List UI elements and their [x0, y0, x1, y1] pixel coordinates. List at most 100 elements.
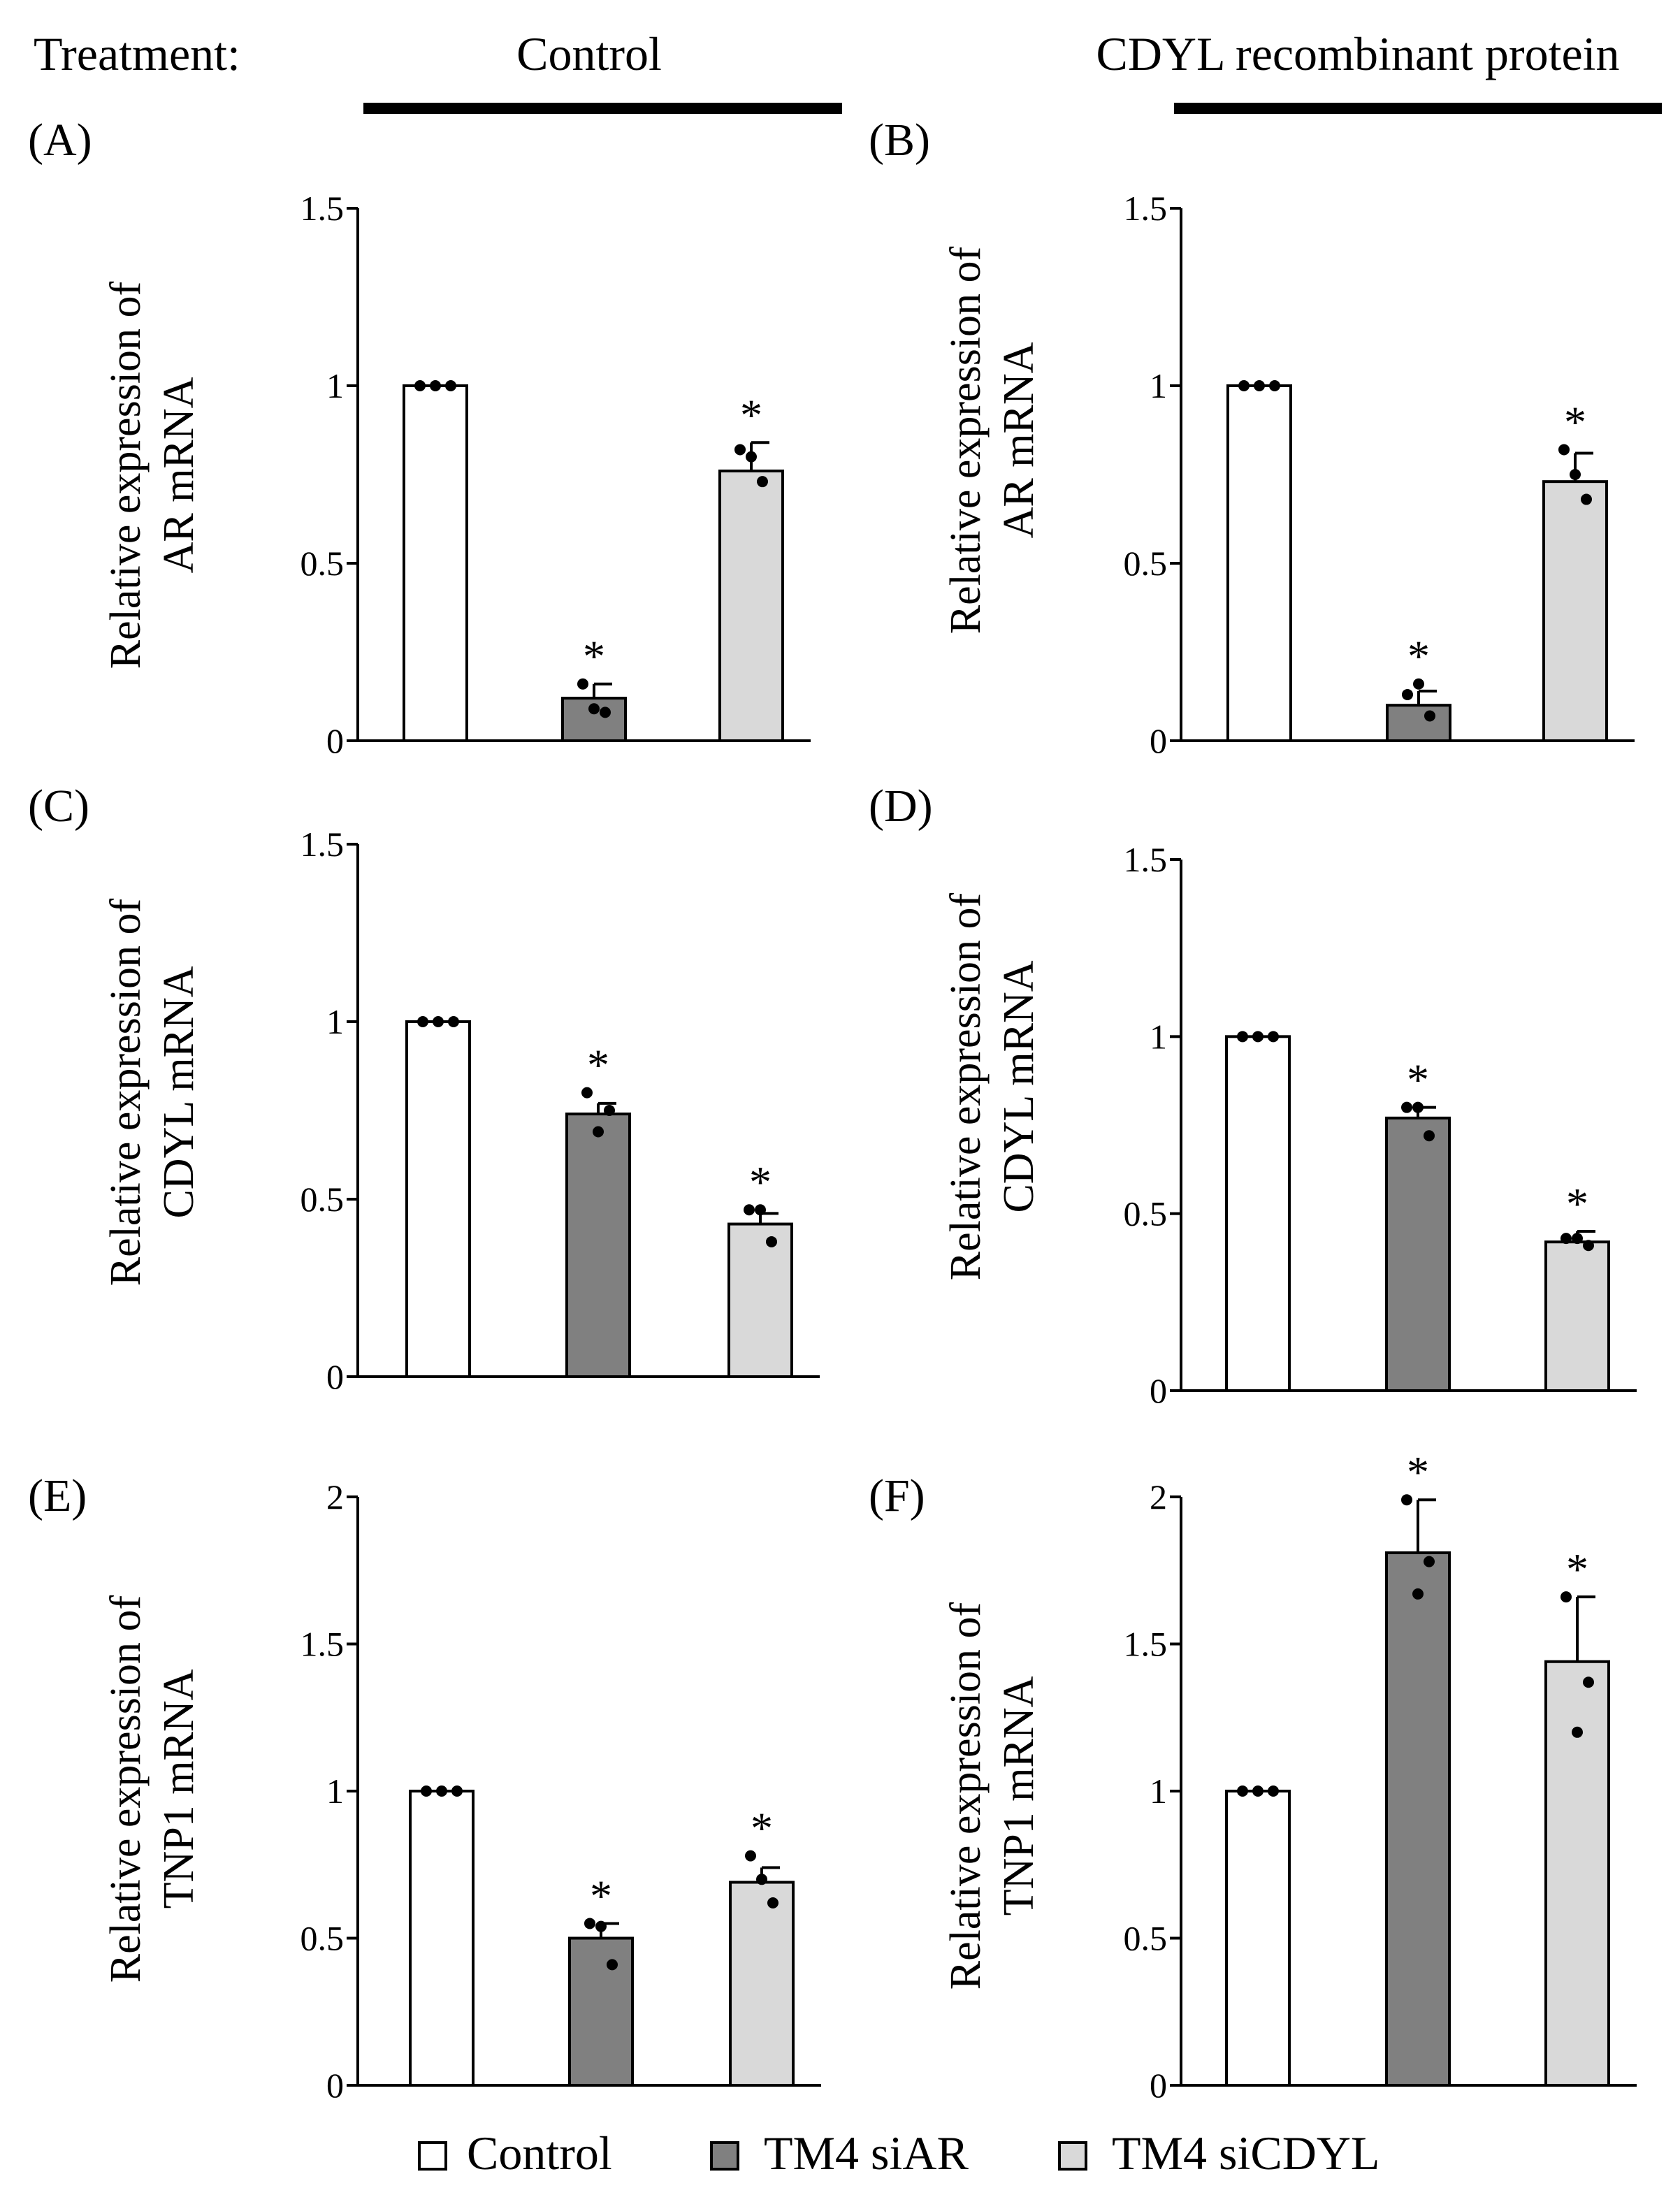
y-axis-label-line2: AR mRNA	[995, 342, 1043, 538]
data-point-control	[417, 1016, 428, 1027]
data-point-siar	[1401, 1494, 1412, 1506]
data-point-sicdyl	[756, 1874, 767, 1885]
y-axis-label-line2: CDYL mRNA	[155, 966, 203, 1218]
y-axis-label: Relative expression of AR mRNA	[102, 281, 203, 669]
y-tick-label: 0.5	[1124, 1919, 1168, 1958]
legend-swatch-control	[418, 2141, 447, 2171]
bar-control	[409, 1790, 475, 2087]
bar-siar	[1385, 1116, 1451, 1393]
y-axis-label: Relative expression of CDYL mRNA	[102, 898, 203, 1286]
panel-letter: (D)	[869, 781, 933, 832]
data-point-siar	[588, 703, 600, 715]
legend-swatch-sicdyl	[1058, 2141, 1087, 2171]
data-point-siar	[600, 707, 611, 718]
y-axis-label: Relative expression of AR mRNA	[942, 246, 1043, 634]
y-axis-label: Relative expression of CDYL mRNA	[942, 892, 1043, 1280]
bar-control	[1225, 1035, 1291, 1393]
data-point-siar	[1424, 710, 1435, 722]
data-point-siar	[1412, 1588, 1424, 1600]
data-point-siar	[581, 1087, 593, 1099]
data-point-control	[445, 380, 456, 391]
y-tick-label: 1.5	[300, 1625, 345, 1664]
panel-e: (E) Relative expression of TNP1 mRNA 0 0.5 1 1…	[28, 1470, 821, 2105]
y-tick-label: 2	[1150, 1477, 1167, 1516]
legend: Control TM4 siAR TM4 siCDYL	[418, 2127, 1380, 2180]
y-tick-label: 1.5	[1124, 189, 1168, 228]
significance-star-sicdyl: *	[740, 390, 762, 440]
y-tick-label: 0	[326, 721, 344, 760]
legend-label-siar: TM4 siAR	[764, 2127, 969, 2180]
y-tick-label: 0	[1150, 2066, 1167, 2105]
data-point-sicdyl	[1560, 1591, 1572, 1603]
y-tick-label: 0.5	[300, 544, 345, 583]
y-axis-label-line2: AR mRNA	[155, 377, 203, 573]
bar-sicdyl	[1544, 1240, 1610, 1392]
panel-a: (A) Relative expression of AR mRNA 0 0.5 1 1.5…	[28, 115, 811, 760]
data-point-sicdyl	[1570, 469, 1581, 480]
bar-siar	[1385, 1551, 1451, 2087]
data-point-sicdyl	[766, 1236, 777, 1247]
bar-sicdyl	[729, 1881, 795, 2087]
data-point-control	[421, 1785, 432, 1797]
bar-sicdyl	[1542, 480, 1608, 742]
bar-control	[403, 384, 468, 742]
data-point-sicdyl	[1572, 1233, 1583, 1245]
y-axis-label-line2: CDYL mRNA	[995, 960, 1043, 1212]
data-point-siar	[593, 1126, 604, 1138]
significance-star-siar: *	[1407, 1447, 1429, 1497]
y-axis-label-line2: TNP1 mRNA	[995, 1676, 1043, 1915]
data-point-sicdyl	[1583, 1676, 1594, 1688]
panel-d: (D) Relative expression of CDYL mRNA 0 0.5 1 1…	[869, 781, 1637, 1410]
data-point-sicdyl	[1572, 1726, 1583, 1738]
y-tick-label: 0	[326, 1357, 344, 1396]
bar-siar	[568, 1936, 634, 2087]
bar-sicdyl	[718, 469, 784, 742]
y-axis-label-line1: Relative expression of	[102, 898, 150, 1286]
panel-letter: (B)	[869, 115, 930, 166]
y-tick-label: 1.5	[1124, 1625, 1168, 1664]
significance-star-siar: *	[1407, 1055, 1429, 1105]
data-point-control	[451, 1785, 463, 1797]
y-tick-label: 0	[1150, 1371, 1167, 1410]
data-point-sicdyl	[746, 451, 757, 463]
y-tick-label: 0	[1150, 721, 1167, 760]
bar-siar	[565, 1113, 631, 1378]
y-tick-label: 2	[326, 1477, 344, 1516]
treatment-label: Treatment:	[34, 27, 240, 80]
panel-letter: (E)	[28, 1470, 87, 1521]
data-point-control	[1237, 1785, 1248, 1797]
data-point-siar	[604, 1105, 615, 1116]
data-point-control	[1237, 1031, 1248, 1043]
y-tick-label: 0.5	[1124, 1194, 1168, 1233]
data-point-siar	[1424, 1556, 1435, 1567]
legend-swatch-siar	[710, 2141, 739, 2171]
y-axis-label: Relative expression of TNP1 mRNA	[102, 1595, 203, 1983]
bar-control	[1225, 1790, 1291, 2087]
data-point-control	[1254, 380, 1265, 391]
data-point-siar	[577, 678, 588, 690]
data-point-control	[414, 380, 426, 391]
data-point-siar	[607, 1959, 618, 1971]
y-tick-label: 1	[326, 366, 344, 405]
data-point-control	[430, 380, 441, 391]
y-axis-label-line1: Relative expression of	[942, 1602, 990, 1990]
legend-label-sicdyl: TM4 siCDYL	[1112, 2127, 1380, 2180]
significance-star-sicdyl: *	[751, 1804, 773, 1853]
data-point-sicdyl	[1581, 493, 1592, 505]
y-tick-label: 0.5	[300, 1180, 345, 1219]
data-point-siar	[1412, 1101, 1424, 1113]
control-header-label: Control	[516, 27, 662, 80]
y-tick-label: 1	[1150, 1772, 1167, 1811]
bar-sicdyl	[1544, 1660, 1610, 2087]
y-axis-label-line1: Relative expression of	[942, 246, 990, 634]
data-point-control	[448, 1016, 459, 1027]
y-axis-label-line1: Relative expression of	[102, 1595, 150, 1983]
y-tick-label: 0.5	[1124, 544, 1168, 583]
significance-star-siar: *	[583, 632, 605, 681]
significance-star-siar: *	[587, 1041, 609, 1090]
data-point-sicdyl	[767, 1897, 779, 1908]
data-point-sicdyl	[1583, 1240, 1594, 1252]
data-point-sicdyl	[757, 476, 768, 488]
bar-control	[1226, 384, 1292, 742]
